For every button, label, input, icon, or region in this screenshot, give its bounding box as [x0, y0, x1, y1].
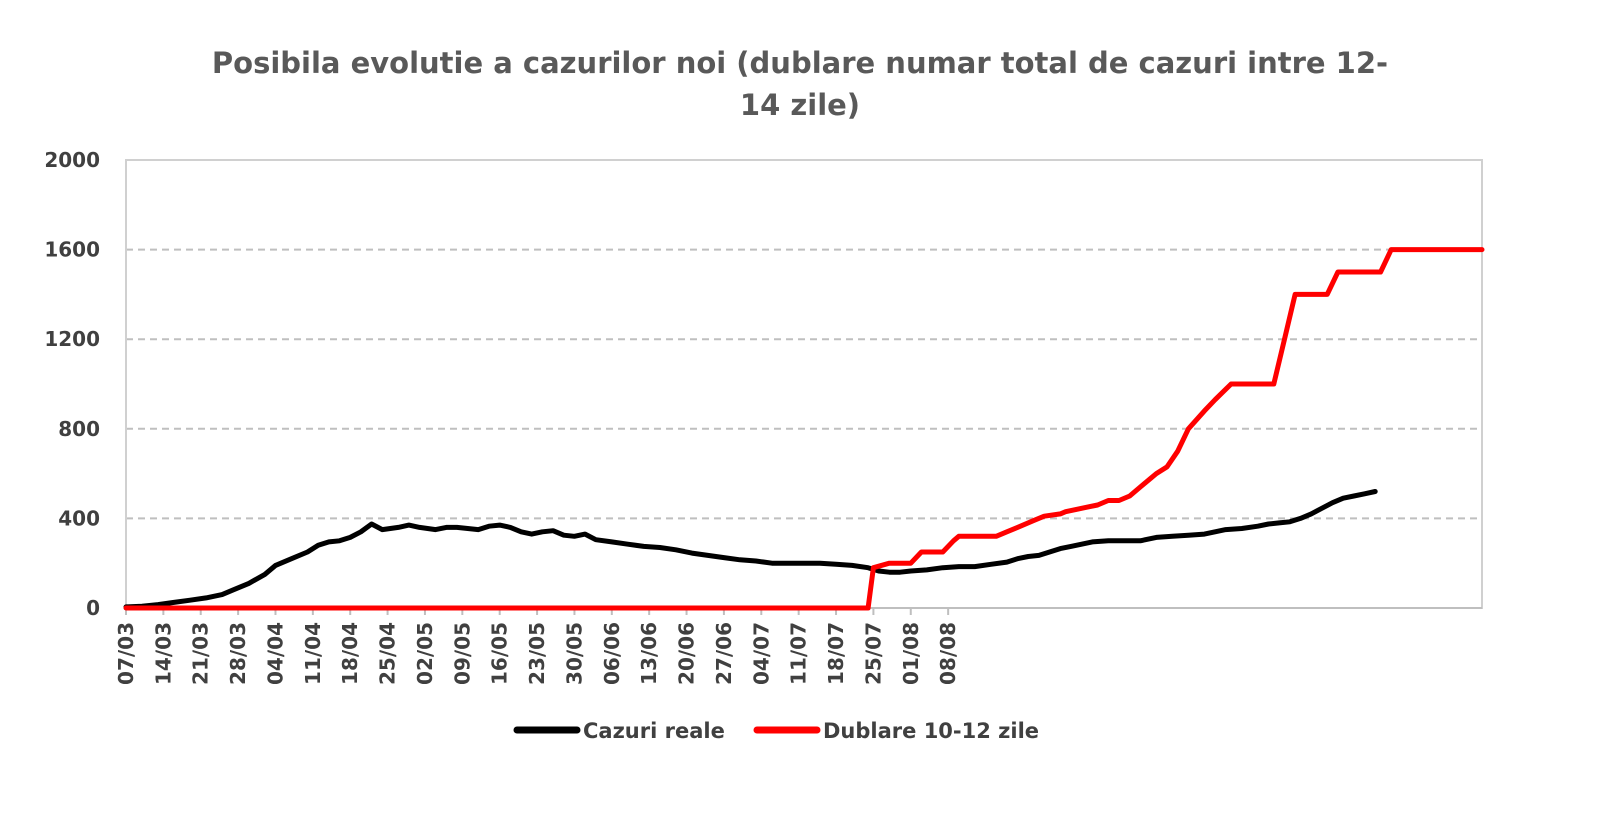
chart-title: Posibila evolutie a cazurilor noi (dubla… [211, 46, 1389, 122]
series-line-0 [123, 489, 1378, 610]
y-tick-label: 1600 [44, 238, 100, 262]
y-tick-label: 400 [58, 506, 100, 530]
legend: Cazuri reale Dublare 10-12 zile [513, 719, 1039, 743]
x-tick-label: 01/08 [899, 622, 923, 685]
x-tick-label: 07/03 [114, 622, 138, 685]
x-tick-label: 09/05 [450, 622, 474, 685]
x-tick-label: 23/05 [525, 622, 549, 685]
y-tick-label: 1200 [44, 327, 100, 351]
series-line-1 [123, 247, 1485, 611]
x-tick-label: 16/05 [488, 622, 512, 685]
x-tick-label: 18/04 [338, 622, 362, 685]
x-axis-ticks: 07/03 14/03 21/03 28/03 04/04 11/04 18/04 25/04… [114, 608, 960, 685]
y-axis-ticks: 0 400 800 1200 1600 2000 [44, 148, 100, 620]
x-tick-label: 04/07 [749, 622, 773, 685]
x-tick-label: 06/06 [600, 622, 624, 685]
y-tick-label: 800 [58, 417, 100, 441]
x-tick-label: 21/03 [189, 622, 213, 685]
x-tick-label: 11/04 [301, 622, 325, 685]
x-tick-label: 13/06 [637, 622, 661, 685]
x-tick-label: 14/03 [151, 622, 175, 685]
x-tick-label: 04/04 [263, 622, 287, 685]
legend-label-1: Dublare 10-12 zile [823, 719, 1039, 743]
x-tick-label: 28/03 [226, 622, 250, 685]
x-tick-label: 18/07 [824, 622, 848, 685]
legend-label-0: Cazuri reale [583, 719, 725, 743]
x-tick-label: 08/08 [936, 622, 960, 685]
y-tick-label: 0 [86, 596, 100, 620]
x-tick-label: 11/07 [787, 622, 811, 685]
x-tick-label: 30/05 [562, 622, 586, 685]
series-lines [123, 247, 1485, 611]
x-tick-label: 20/06 [675, 622, 699, 685]
x-tick-label: 02/05 [413, 622, 437, 685]
x-tick-label: 25/04 [376, 622, 400, 685]
x-tick-label: 25/07 [861, 622, 885, 685]
x-tick-label: 27/06 [712, 622, 736, 685]
grid-lines [126, 248, 1482, 520]
y-tick-label: 2000 [44, 148, 100, 172]
